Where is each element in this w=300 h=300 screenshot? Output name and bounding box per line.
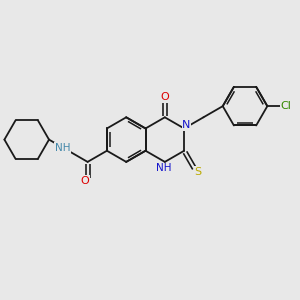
Text: NH: NH <box>55 143 71 153</box>
Text: NH: NH <box>156 164 171 173</box>
Text: S: S <box>195 167 202 176</box>
Text: O: O <box>80 176 89 186</box>
Text: O: O <box>160 92 169 102</box>
Text: N: N <box>182 120 191 130</box>
Text: Cl: Cl <box>281 101 292 111</box>
